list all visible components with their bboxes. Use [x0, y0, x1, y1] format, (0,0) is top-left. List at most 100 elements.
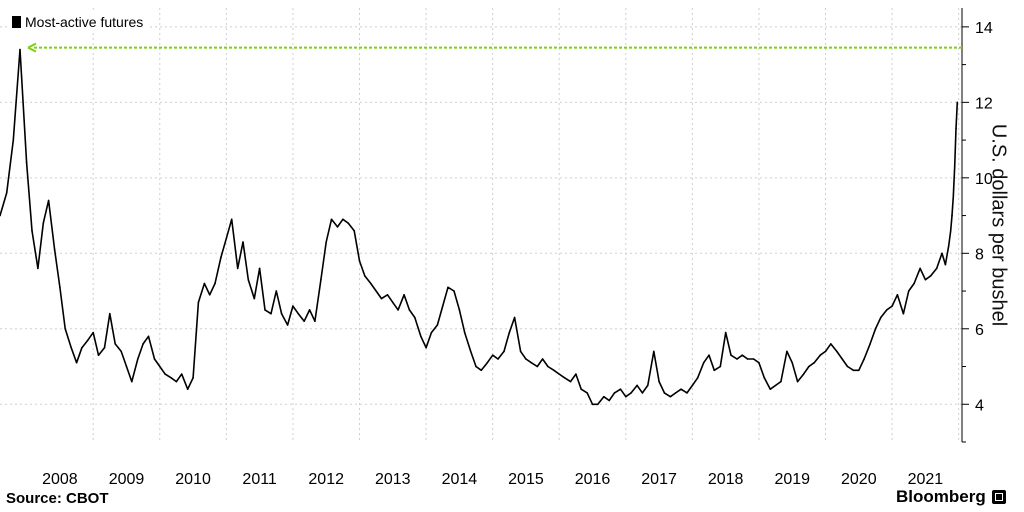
data-point — [164, 373, 166, 375]
data-point — [752, 358, 755, 360]
data-point — [303, 320, 306, 323]
data-point — [64, 328, 66, 330]
data-point — [258, 267, 261, 270]
y-tick-label: 4 — [975, 397, 984, 414]
data-point — [342, 218, 344, 221]
data-point — [12, 139, 15, 141]
bloomberg-terminal-icon — [991, 490, 1006, 504]
data-point — [447, 286, 449, 289]
data-point — [696, 377, 699, 379]
data-point — [558, 373, 560, 375]
data-point — [846, 365, 849, 368]
data-point — [59, 286, 61, 289]
data-point — [180, 373, 183, 375]
legend-label: Most-active futures — [25, 14, 144, 30]
data-point — [347, 222, 350, 224]
data-point — [25, 161, 28, 164]
data-point — [769, 388, 772, 391]
brand-name: Bloomberg — [896, 487, 986, 506]
data-point — [813, 361, 815, 364]
data-point — [247, 278, 250, 281]
data-point — [491, 354, 494, 357]
data-point — [924, 278, 927, 281]
data-point — [430, 331, 433, 334]
data-point — [114, 343, 116, 345]
data-point — [392, 301, 394, 304]
data-point — [955, 128, 957, 130]
data-point — [220, 256, 222, 258]
data-point — [503, 350, 505, 353]
data-point — [336, 226, 339, 228]
data-point — [253, 297, 256, 300]
data-point — [796, 380, 799, 383]
data-point — [858, 369, 860, 372]
data-point — [863, 358, 865, 360]
data-point — [653, 350, 655, 353]
data-point — [680, 388, 682, 391]
data-point — [175, 380, 178, 383]
data-point — [242, 241, 244, 243]
data-point — [947, 245, 950, 247]
x-tick-label: 2020 — [841, 471, 877, 488]
data-point — [125, 365, 128, 368]
data-point — [441, 305, 444, 307]
data-point — [513, 316, 516, 319]
data-point — [264, 309, 266, 311]
data-point — [625, 395, 627, 398]
data-point — [192, 377, 194, 379]
data-point — [19, 48, 21, 51]
data-point — [203, 282, 206, 285]
data-point — [608, 399, 610, 402]
data-point — [746, 358, 749, 360]
data-point — [458, 309, 461, 311]
data-point — [425, 346, 427, 349]
data-point — [952, 195, 955, 198]
data-point — [137, 358, 139, 360]
x-tick-label: 2011 — [242, 471, 277, 488]
data-point — [951, 214, 953, 217]
chart-legend: Most-active futures — [8, 12, 148, 32]
data-point — [547, 365, 549, 368]
data-point — [480, 369, 483, 372]
data-point — [408, 309, 411, 311]
data-point — [758, 361, 760, 364]
data-point — [591, 403, 594, 406]
y-tick-labels: 4 6 8 10 12 14 — [975, 20, 993, 414]
series-line — [0, 48, 959, 406]
data-point — [236, 267, 239, 270]
data-point — [935, 267, 938, 270]
data-point — [886, 309, 888, 311]
data-point — [497, 358, 499, 360]
x-tick-label: 2016 — [575, 471, 611, 488]
data-point — [142, 343, 144, 345]
data-point — [380, 297, 383, 300]
data-point — [375, 290, 377, 292]
data-point — [919, 267, 921, 270]
data-point — [75, 361, 78, 364]
data-point — [364, 275, 366, 277]
data-point — [159, 365, 161, 368]
data-point — [530, 361, 533, 364]
data-point — [42, 222, 45, 224]
data-point — [325, 241, 328, 243]
x-tick-label: 2018 — [708, 471, 744, 488]
data-point — [0, 214, 1, 217]
data-point — [320, 278, 322, 281]
data-point — [891, 305, 893, 307]
data-point — [330, 218, 333, 221]
data-point — [836, 350, 838, 353]
y-axis-label: U.S. dollars per bushel — [987, 123, 1010, 327]
data-point — [525, 358, 527, 360]
data-point — [81, 346, 83, 349]
data-point — [719, 365, 722, 368]
data-point — [647, 384, 649, 387]
data-point — [120, 350, 122, 353]
data-point — [486, 361, 489, 364]
y-tick-label: 10 — [975, 171, 993, 188]
data-point — [941, 252, 943, 255]
data-point — [37, 267, 39, 270]
data-point — [808, 365, 810, 368]
data-point — [463, 331, 466, 334]
data-point — [786, 350, 788, 353]
